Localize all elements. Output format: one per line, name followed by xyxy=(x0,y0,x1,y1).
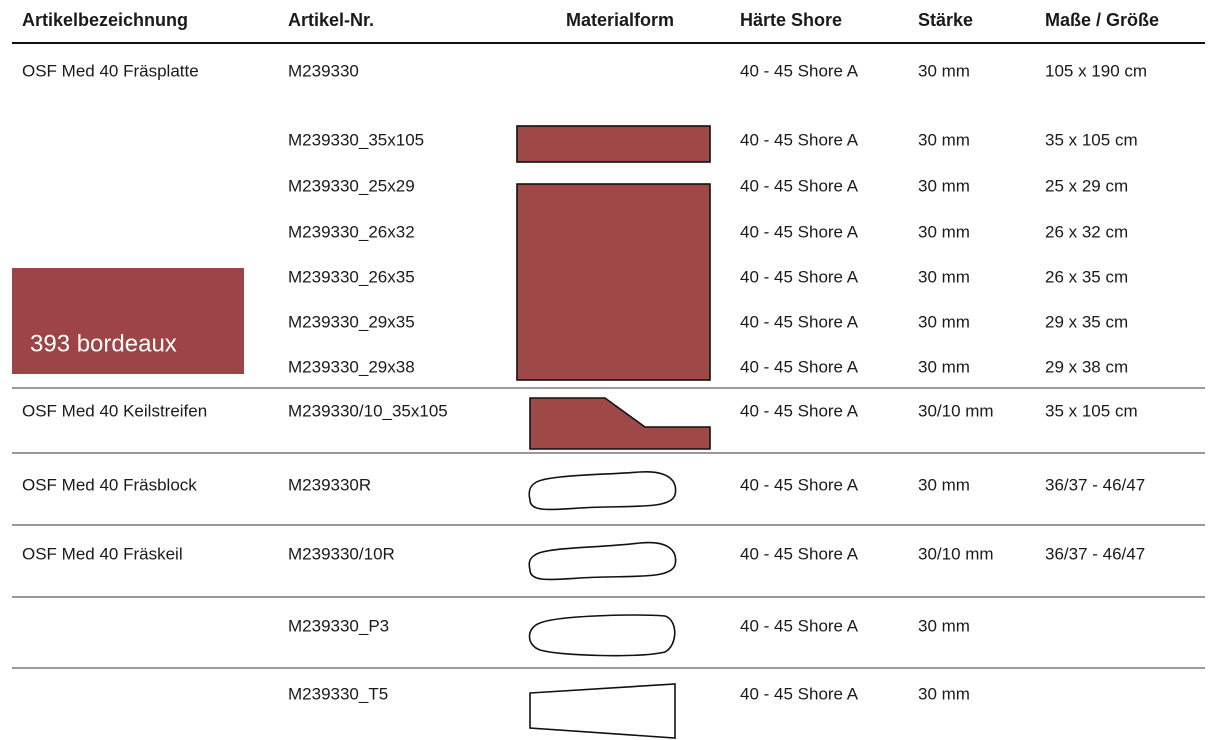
cell-hardness: 40 - 45 Shore A xyxy=(740,222,859,241)
cell-size: 36/37 - 46/47 xyxy=(1045,544,1145,563)
cell-size: 36/37 - 46/47 xyxy=(1045,475,1145,494)
swatch-label: 393 bordeaux xyxy=(30,330,177,357)
cell-size: 25 x 29 cm xyxy=(1045,176,1128,195)
cell-size: 29 x 38 cm xyxy=(1045,357,1128,376)
cell-thickness: 30 mm xyxy=(918,176,970,195)
cell-number: M239330_P3 xyxy=(288,616,389,635)
cell-number: M239330_26x35 xyxy=(288,267,415,286)
cell-number: M239330_35x105 xyxy=(288,130,424,149)
insole-t5 xyxy=(529,683,676,739)
cell-number: M239330_25x29 xyxy=(288,176,415,195)
cell-hardness: 40 - 45 Shore A xyxy=(740,684,859,703)
plate-strip xyxy=(516,125,711,163)
cell-name: OSF Med 40 Fräskeil xyxy=(22,544,183,563)
cell-number: M239330_29x35 xyxy=(288,312,415,331)
cell-number: M239330/10_35x105 xyxy=(288,401,448,420)
column-header: Maße / Größe xyxy=(1045,10,1159,30)
cell-name: OSF Med 40 Fräsblock xyxy=(22,475,197,494)
cell-number: M239330_T5 xyxy=(288,684,388,703)
cell-hardness: 40 - 45 Shore A xyxy=(740,130,859,149)
cell-hardness: 40 - 45 Shore A xyxy=(740,357,859,376)
cell-thickness: 30 mm xyxy=(918,267,970,286)
cell-size: 26 x 35 cm xyxy=(1045,267,1128,286)
cell-size: 105 x 190 cm xyxy=(1045,61,1147,80)
cell-name: OSF Med 40 Keilstreifen xyxy=(22,401,207,420)
cell-size: 35 x 105 cm xyxy=(1045,401,1138,420)
cell-thickness: 30 mm xyxy=(918,475,970,494)
cell-thickness: 30 mm xyxy=(918,222,970,241)
cell-thickness: 30 mm xyxy=(918,61,970,80)
cell-thickness: 30/10 mm xyxy=(918,401,994,420)
cell-number: M239330_29x38 xyxy=(288,357,415,376)
cell-size: 26 x 32 cm xyxy=(1045,222,1128,241)
cell-hardness: 40 - 45 Shore A xyxy=(740,312,859,331)
column-header: Härte Shore xyxy=(740,10,842,30)
cell-number: M239330/10R xyxy=(288,544,395,563)
cell-hardness: 40 - 45 Shore A xyxy=(740,616,859,635)
insole-wedge xyxy=(528,541,677,581)
cell-thickness: 30/10 mm xyxy=(918,544,994,563)
cell-thickness: 30 mm xyxy=(918,357,970,376)
cell-hardness: 40 - 45 Shore A xyxy=(740,544,859,563)
color-swatch xyxy=(12,268,244,374)
column-header: Materialform xyxy=(566,10,674,30)
cell-number: M239330R xyxy=(288,475,371,494)
cell-number: M239330_26x32 xyxy=(288,222,415,241)
column-header: Artikelbezeichnung xyxy=(22,10,188,30)
cell-number: M239330 xyxy=(288,61,359,80)
cell-hardness: 40 - 45 Shore A xyxy=(740,61,859,80)
cell-name: OSF Med 40 Fräsplatte xyxy=(22,61,199,80)
cell-thickness: 30 mm xyxy=(918,130,970,149)
plate-block xyxy=(516,183,711,381)
cell-hardness: 40 - 45 Shore A xyxy=(740,475,859,494)
cell-hardness: 40 - 45 Shore A xyxy=(740,176,859,195)
cell-thickness: 30 mm xyxy=(918,616,970,635)
cell-thickness: 30 mm xyxy=(918,312,970,331)
cell-size: 35 x 105 cm xyxy=(1045,130,1138,149)
cell-thickness: 30 mm xyxy=(918,684,970,703)
wedge-strip xyxy=(529,397,711,450)
insole-p3 xyxy=(528,614,676,657)
cell-hardness: 40 - 45 Shore A xyxy=(740,401,859,420)
column-header: Stärke xyxy=(918,10,973,30)
cell-hardness: 40 - 45 Shore A xyxy=(740,267,859,286)
cell-size: 29 x 35 cm xyxy=(1045,312,1128,331)
insole-block xyxy=(528,471,677,511)
column-header: Artikel-Nr. xyxy=(288,10,374,30)
